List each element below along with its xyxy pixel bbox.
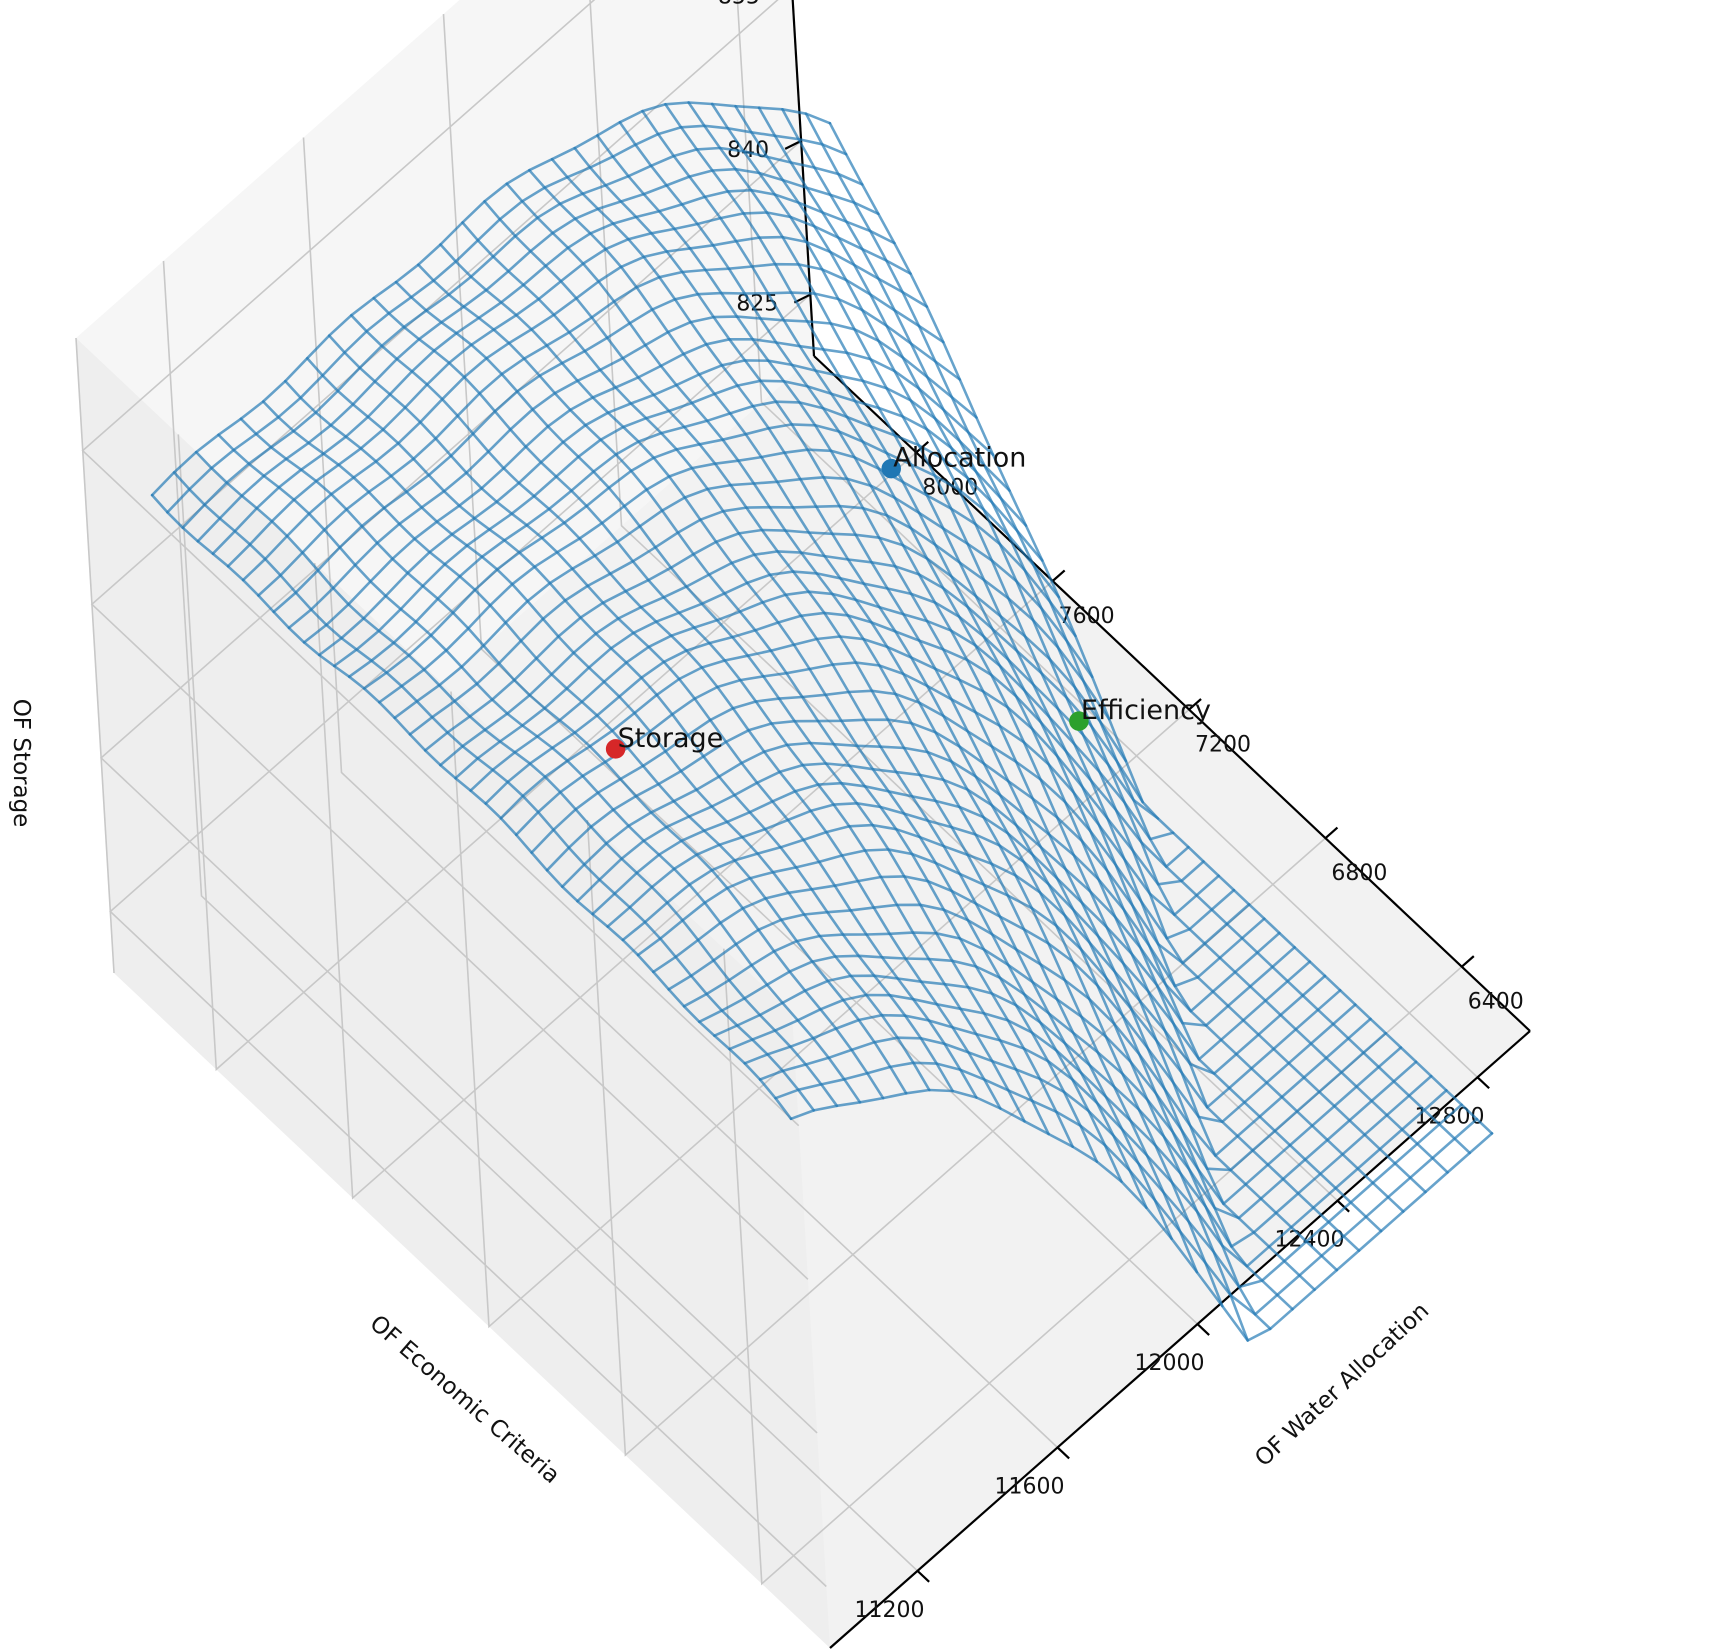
grid-line-y xyxy=(589,0,1339,1202)
mesh-column-line xyxy=(423,528,1128,763)
mesh-column-line xyxy=(393,475,1094,720)
mesh-column-line xyxy=(606,801,1312,1061)
water-tick-label: 6400 xyxy=(1468,990,1524,1015)
surface-mesh xyxy=(150,101,1494,1342)
economic-tick xyxy=(1336,1199,1350,1213)
mesh-column-line xyxy=(287,315,978,630)
point-marker-storage xyxy=(605,739,626,759)
mesh-column-line xyxy=(774,1061,1479,1316)
mesh-column-line xyxy=(317,359,1011,657)
mesh-column-line xyxy=(560,741,1266,988)
economic-tick-label: 11200 xyxy=(855,1598,925,1623)
mesh-column-line xyxy=(545,718,1251,965)
storage-tick xyxy=(784,139,802,150)
mesh-column-line xyxy=(469,590,1175,841)
mesh-column-line xyxy=(257,262,945,597)
point-label-efficiency: Efficiency xyxy=(1081,695,1211,726)
economic-tick xyxy=(1476,1076,1490,1090)
grid-line-x xyxy=(177,434,917,1072)
mesh-column-line xyxy=(743,1013,1448,1268)
mesh-column-line xyxy=(484,611,1190,869)
point-storage: Storage xyxy=(605,723,724,759)
grid-edge xyxy=(75,337,115,974)
water-tick xyxy=(1188,698,1202,711)
water-tick-label: 7200 xyxy=(1195,733,1251,758)
mesh-column-line xyxy=(454,570,1160,820)
point-label-storage: Storage xyxy=(618,723,724,754)
economic-tick xyxy=(1056,1446,1070,1460)
mesh-column-line xyxy=(789,1088,1494,1342)
mesh-column-line xyxy=(347,400,1044,679)
point-allocation: Allocation xyxy=(881,443,1026,479)
point-efficiency: Efficiency xyxy=(1069,695,1211,731)
mesh-column-line xyxy=(166,124,848,514)
mesh-column-line xyxy=(377,448,1077,704)
mesh-column-line xyxy=(621,823,1327,1075)
mesh-column-line xyxy=(150,101,832,497)
mesh-column-line xyxy=(196,167,880,543)
storage-tick-label: 855 xyxy=(718,0,760,9)
grid-line-y xyxy=(736,0,1479,1078)
mesh-column-line xyxy=(302,337,995,644)
mesh-column-line xyxy=(697,954,1403,1206)
mesh-column-line xyxy=(226,211,912,568)
mesh-column-line xyxy=(713,974,1418,1220)
grid-line-y xyxy=(162,260,919,1572)
mesh-column-line xyxy=(332,379,1028,668)
water-tick-label: 6800 xyxy=(1331,861,1387,886)
economic-tick xyxy=(916,1570,930,1583)
economic-tick xyxy=(1196,1323,1210,1336)
z-axis-label: OF Storage xyxy=(8,699,34,828)
mesh-column-line xyxy=(272,291,962,614)
economic-axis-line xyxy=(813,355,1531,1032)
point-marker-efficiency xyxy=(1069,711,1089,731)
mesh-column-line xyxy=(591,781,1296,1027)
point-marker-allocation xyxy=(881,458,901,479)
mesh-column-line xyxy=(241,235,929,582)
mesh-column-line xyxy=(408,504,1111,736)
grid-line-x xyxy=(723,948,1463,1586)
x-axis-label: OF Water Allocation xyxy=(1250,1298,1434,1472)
grid-line-x xyxy=(586,820,1326,1457)
mesh-column-line xyxy=(530,689,1236,940)
axis-lines xyxy=(791,0,1531,1649)
mesh-column-line xyxy=(362,423,1061,690)
mesh-column-line xyxy=(667,903,1372,1157)
mesh-column-line xyxy=(211,188,896,556)
water-tick xyxy=(1324,826,1339,839)
storage-axis-line xyxy=(791,0,816,357)
mesh-column-line xyxy=(651,875,1357,1124)
water-tick xyxy=(1051,569,1066,582)
floor-pane xyxy=(114,356,1530,1648)
mesh-column-line xyxy=(728,993,1433,1248)
mesh-column-line xyxy=(758,1036,1463,1289)
mesh-column-line xyxy=(181,146,864,530)
economic-tick-label: 11600 xyxy=(995,1474,1065,1499)
mesh-column-line xyxy=(636,848,1342,1109)
mesh-column-line xyxy=(439,550,1144,804)
right-back-pane xyxy=(76,338,830,1648)
mesh-column-line xyxy=(576,762,1281,1013)
water-axis-line xyxy=(829,1030,1531,1649)
highlight-points: Storage Efficiency Allocation xyxy=(605,443,1211,759)
point-label-allocation: Allocation xyxy=(893,443,1026,474)
mesh-column-line xyxy=(514,661,1220,917)
mesh-column-line xyxy=(499,635,1205,886)
economic-tick-label: 12000 xyxy=(1135,1351,1205,1376)
mesh-column-line xyxy=(682,931,1387,1172)
axis-panes xyxy=(76,0,1530,1648)
water-tick xyxy=(1461,955,1475,968)
